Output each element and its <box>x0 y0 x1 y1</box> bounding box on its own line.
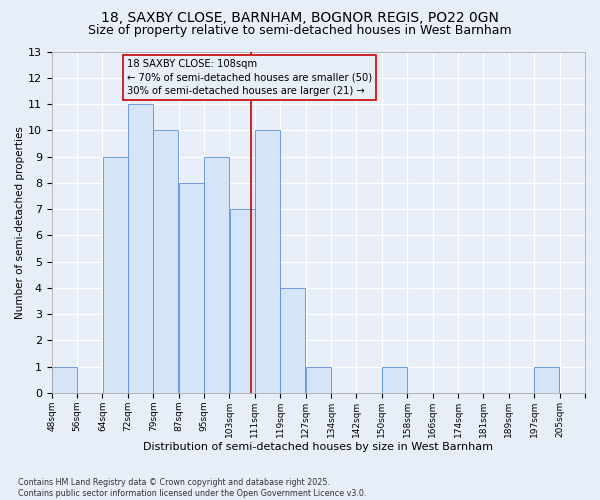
Y-axis label: Number of semi-detached properties: Number of semi-detached properties <box>15 126 25 318</box>
Bar <box>535 366 559 393</box>
Bar <box>230 209 254 393</box>
Bar <box>179 183 204 393</box>
Bar <box>306 366 331 393</box>
Bar <box>280 288 305 393</box>
Text: Contains HM Land Registry data © Crown copyright and database right 2025.
Contai: Contains HM Land Registry data © Crown c… <box>18 478 367 498</box>
Bar <box>128 104 153 393</box>
Bar <box>52 366 77 393</box>
Bar <box>255 130 280 393</box>
Bar <box>382 366 407 393</box>
Bar <box>154 130 178 393</box>
Text: 18 SAXBY CLOSE: 108sqm
← 70% of semi-detached houses are smaller (50)
30% of sem: 18 SAXBY CLOSE: 108sqm ← 70% of semi-det… <box>127 60 371 96</box>
Bar <box>103 156 128 393</box>
Text: 18, SAXBY CLOSE, BARNHAM, BOGNOR REGIS, PO22 0GN: 18, SAXBY CLOSE, BARNHAM, BOGNOR REGIS, … <box>101 11 499 25</box>
Bar <box>204 156 229 393</box>
X-axis label: Distribution of semi-detached houses by size in West Barnham: Distribution of semi-detached houses by … <box>143 442 493 452</box>
Text: Size of property relative to semi-detached houses in West Barnham: Size of property relative to semi-detach… <box>88 24 512 37</box>
